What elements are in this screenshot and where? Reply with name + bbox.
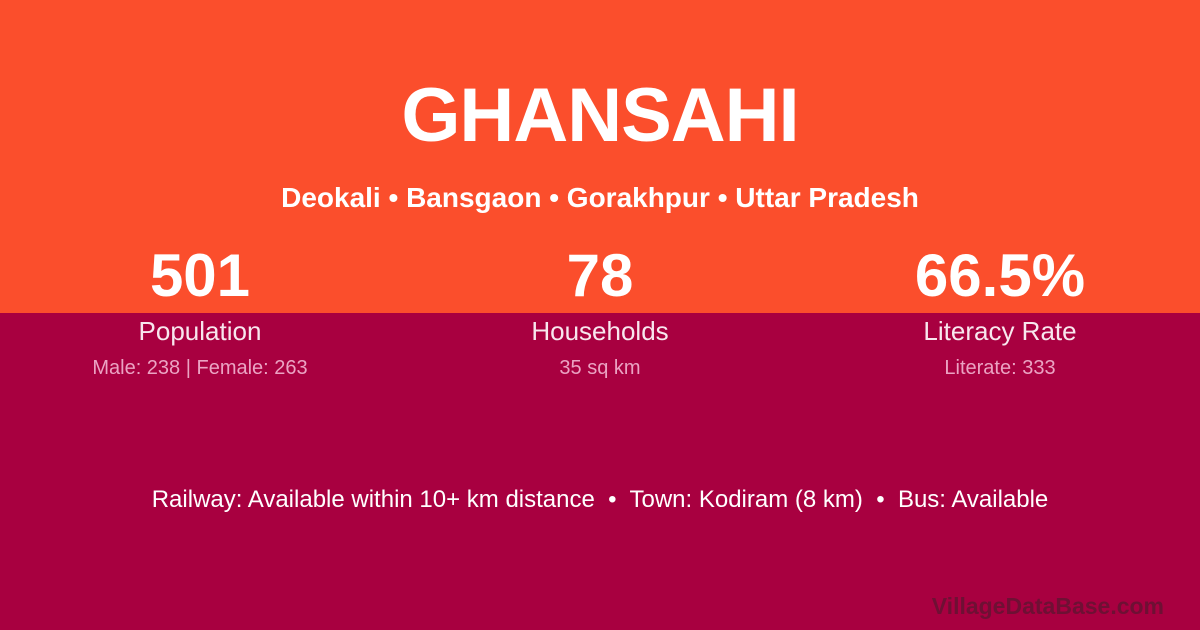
stat-population: 501 Population Male: 238 | Female: 263 [0,240,400,380]
body-band [0,313,1200,630]
stat-literacy: 66.5% Literacy Rate Literate: 333 [800,240,1200,380]
village-name-title: GHANSAHI [401,73,799,158]
stats-row: 501 Population Male: 238 | Female: 263 7… [0,240,1200,380]
literacy-label: Literacy Rate [923,316,1077,346]
households-detail: 35 sq km [559,357,641,379]
population-label: Population [138,316,262,346]
population-value: 501 [149,242,251,309]
households-label: Households [531,316,669,346]
literacy-detail: Literate: 333 [944,357,1056,379]
population-detail: Male: 238 | Female: 263 [92,357,308,379]
literacy-value: 66.5% [914,242,1086,309]
header-band [0,0,1200,313]
amenities-info: Railway: Available within 10+ km distanc… [151,486,1049,513]
stat-households: 78 Households 35 sq km [400,240,800,380]
watermark: VillageDataBase.com [931,593,1164,619]
households-value: 78 [566,242,634,309]
location-breadcrumb: Deokali • Bansgaon • Gorakhpur • Uttar P… [281,182,919,213]
